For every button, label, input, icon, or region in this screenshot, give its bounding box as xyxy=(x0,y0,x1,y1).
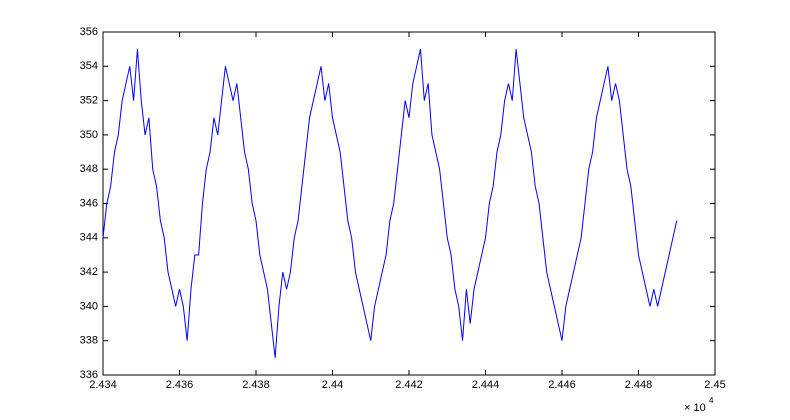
y-tick-label: 338 xyxy=(80,335,98,347)
y-tick-label: 340 xyxy=(80,300,98,312)
x-tick-label: 2.44 xyxy=(322,379,343,391)
y-tick-label: 344 xyxy=(80,232,98,244)
x-multiplier-exponent: 4 xyxy=(709,396,714,405)
axes-box xyxy=(102,31,716,376)
y-tick-label: 336 xyxy=(80,369,98,381)
x-tick-label: 2.442 xyxy=(395,379,423,391)
x-tick-label: 2.436 xyxy=(166,379,194,391)
y-tick-label: 342 xyxy=(80,266,98,278)
x-tick-label: 2.446 xyxy=(548,379,576,391)
x-tick-label: 2.448 xyxy=(625,379,653,391)
data-line xyxy=(102,49,678,358)
y-tick-label: 348 xyxy=(80,163,98,175)
y-tick-label: 350 xyxy=(80,129,98,141)
x-multiplier: × 10 xyxy=(684,402,706,414)
y-tick-label: 346 xyxy=(80,197,98,209)
y-tick-label: 356 xyxy=(80,26,98,38)
x-tick-label: 2.444 xyxy=(472,379,500,391)
y-tick-label: 354 xyxy=(80,60,98,72)
x-tick-label: 2.45 xyxy=(704,379,725,391)
x-tick-label: 2.438 xyxy=(242,379,270,391)
x-tick-label: 2.434 xyxy=(89,379,117,391)
y-tick-label: 352 xyxy=(80,95,98,107)
plot-area xyxy=(103,32,715,375)
